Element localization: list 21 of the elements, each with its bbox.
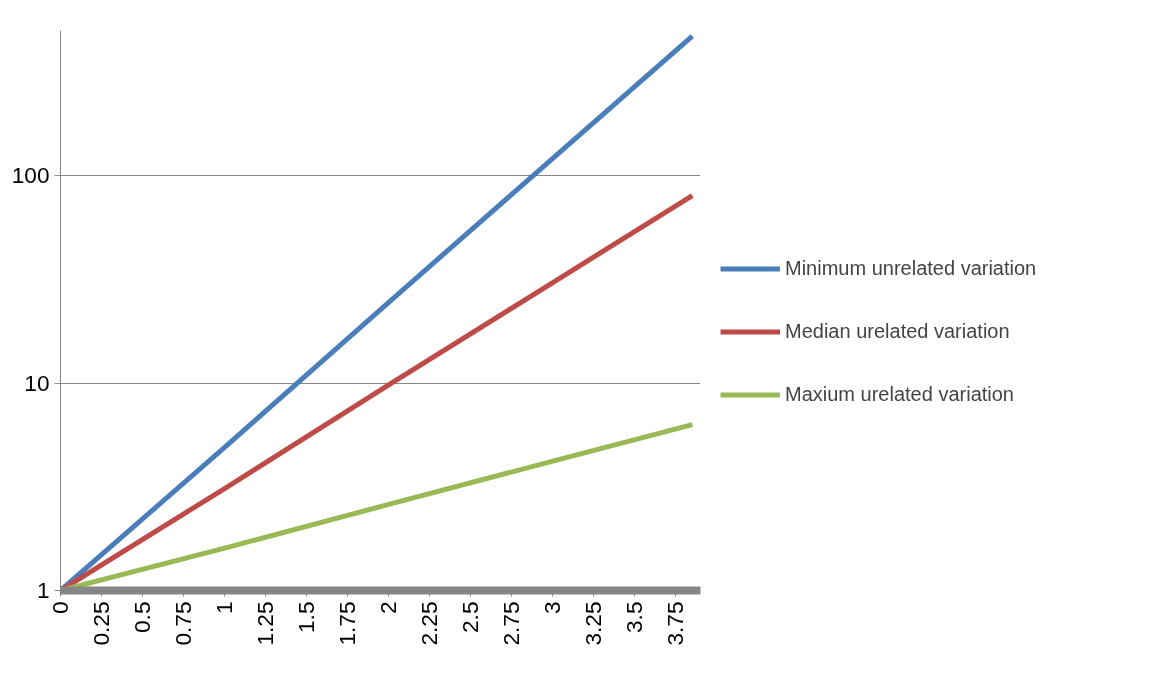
x-tick-label: 1.25	[252, 601, 279, 646]
legend-label: Minimum unrelated variation	[785, 256, 1037, 280]
x-tick-label: 3.25	[580, 601, 607, 646]
x-tick-label: 1	[211, 601, 238, 615]
x-tick-label: 2.5	[457, 601, 484, 633]
legend-label: Median urelated variation	[785, 319, 1010, 343]
x-tick-label: 0.5	[129, 601, 156, 633]
x-tick-label: 0.75	[170, 601, 197, 646]
x-tick-label: 0	[47, 601, 73, 615]
x-tick-label: 1.5	[293, 601, 320, 633]
x-tick-label: 2.25	[416, 601, 443, 646]
x-tick-label: 2	[375, 601, 402, 615]
x-tick-label: 1.75	[334, 601, 361, 646]
legend-label: Maxium urelated variation	[785, 382, 1014, 406]
x-tick-label: 3	[539, 601, 566, 615]
x-tick-label: 3.5	[621, 601, 648, 633]
x-tick-label: 0.25	[88, 601, 115, 646]
y-tick-label: 100	[11, 162, 50, 189]
x-tick-label: 2.75	[498, 601, 525, 646]
y-tick-label: 10	[24, 369, 50, 396]
x-tick-label: 3.75	[662, 601, 689, 646]
